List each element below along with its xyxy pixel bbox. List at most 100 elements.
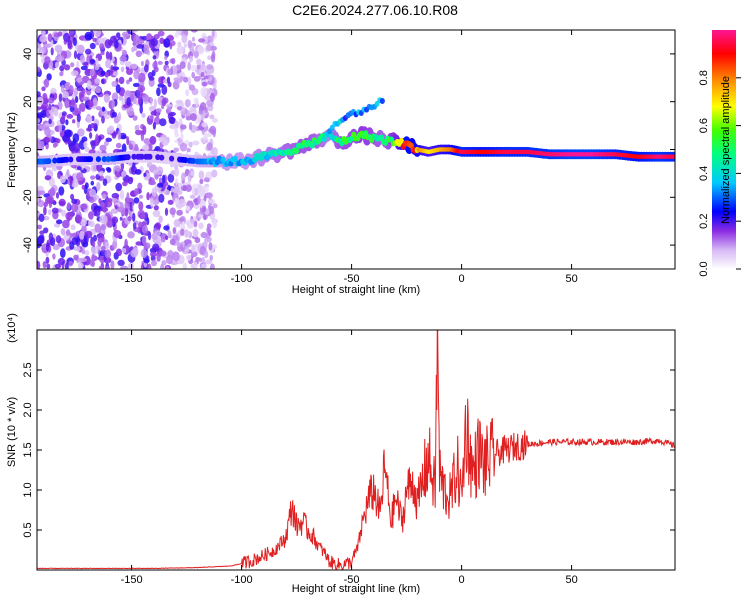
spectrogram-x-tick-label: 0 [459,273,465,285]
spectrogram-noise-cell [183,76,189,83]
spectrogram-noise-cell [188,122,193,131]
spectrogram-noise-cell [37,66,41,72]
spectrogram-noise-cell [79,257,88,263]
snr-x-axis-title: Height of straight line (km) [292,583,420,595]
spectrogram-noise-cell [140,60,144,67]
spectrogram-y-tick-label: 0 [22,146,34,152]
spectrogram-noise-cell [151,259,157,267]
spectrogram-noise-cell [55,235,62,244]
spectrogram-noise-cell [193,75,201,82]
spectrogram-noise-cell [42,261,47,269]
spectrogram-noise-cell [43,201,48,208]
spectrogram-ridge-cell [155,154,161,161]
spectrogram-noise-cell [43,206,47,216]
spectrogram-noise-cell [59,71,64,77]
spectrogram-ridge-cell [293,148,299,154]
spectrogram-noise-cell [204,95,211,101]
spectrogram-noise-cell [44,56,51,65]
spectrogram-noise-cell [45,256,50,264]
spectrogram-noise-cell [87,220,92,226]
spectrogram-noise-cell [152,210,161,218]
spectrogram-noise-cell [208,204,212,211]
spectrogram-noise-cell [208,199,216,204]
spectrogram-noise-cell [46,263,51,269]
spectrogram-noise-cell [150,198,154,208]
snr-multiplier: (x10⁴) [6,313,18,343]
spectrogram-noise-cell [104,39,112,49]
spectrogram-noise-cell [210,263,215,269]
spectrogram-noise-cell [209,92,215,102]
spectrogram-noise-cell [115,248,123,257]
spectrogram-noise-cell [105,51,110,60]
spectrogram-noise-cell [157,60,163,65]
spectrogram-noise-cell [96,181,101,191]
spectrogram-noise-cell [208,75,213,82]
spectrogram-noise-cell [60,228,66,236]
spectrogram-noise-cell [118,76,125,85]
spectrogram-ridge-cell [101,156,107,163]
spectrogram-noise-cell [117,130,121,141]
spectrogram-noise-cell [191,36,196,42]
spectrogram-noise-cell [176,45,185,55]
spectrogram-noise-cell [190,170,195,177]
spectrogram-noise-cell [146,192,150,201]
spectrogram-ridge-cell [672,154,675,159]
spectrogram-noise-cell [46,73,52,81]
spectrogram-noise-cell [76,44,85,54]
spectrogram-noise-cell [103,256,112,264]
spectrogram-noise-cell [182,262,188,269]
spectrogram-x-ticks: -150 -100 -50 0 50 [121,30,578,285]
spectrogram-noise-cell [101,245,106,252]
spectrogram-noise-cell [150,111,157,116]
spectrogram-noise-cell [188,141,193,148]
spectrogram-noise-cell [180,228,185,236]
spectrogram-noise-cell [71,232,79,238]
snr-x-tick-label: 50 [565,574,577,586]
spectrogram-noise-cell [139,104,143,114]
spectrogram-noise-cell [190,113,197,122]
spectrogram-noise-cell [149,135,157,145]
spectrogram-noise-cell [186,147,191,153]
spectrogram-noise-cell [89,68,95,77]
spectrogram-noise-cell [141,35,148,41]
spectrogram-noise-cell [57,257,66,266]
spectrogram-noise-cell [203,250,209,259]
spectrogram-noise-cell [181,221,185,230]
spectrogram-noise-cell [168,116,176,124]
spectrogram-noise-cell [205,259,213,265]
spectrogram-noise-cell [57,31,63,37]
colorbar-tick-label: 0.2 [698,214,710,229]
spectrogram-noise-cell [43,78,50,88]
spectrogram-noise-cell [132,222,137,230]
spectrogram-noise-cell [66,169,70,177]
spectrogram-noise-cell [152,243,160,252]
spectrogram-noise-cell [81,96,89,102]
spectrogram-noise-cell [167,173,175,183]
spectrogram-noise-cell [164,60,169,65]
spectrogram-noise-cell [76,172,84,182]
snr-series-line [37,330,675,570]
spectrogram-noise-cell [117,259,125,267]
spectrogram-noise-cell [181,172,186,181]
spectrogram-noise-cell [99,144,107,152]
spectrogram-noise-cell [200,63,206,73]
spectrogram-noise-cell [160,237,166,243]
spectrogram-noise-cell [52,244,60,251]
spectrogram-noise-cell [126,97,132,106]
spectrogram-noise-cell [78,262,84,269]
spectrogram-noise-cell [120,265,129,269]
spectrogram-noise-cell [69,30,75,35]
spectrogram-noise-cell [199,187,206,196]
spectrogram-noise-cell [140,131,145,142]
spectrogram-noise-cell [163,225,170,231]
snr-x-tick-label: -150 [121,574,143,586]
spectrogram-noise-cell [90,122,96,129]
spectrogram-noise-cell [160,263,165,269]
spectrogram-noise-cell [166,255,174,265]
spectrogram-noise-cell [38,213,45,222]
spectrogram-noise-cell [153,98,157,109]
spectrogram-noise-cell [80,65,88,71]
spectrogram-noise-cell [132,82,140,88]
spectrogram-noise-cell [44,175,52,181]
spectrogram-noise-cell [164,207,169,216]
